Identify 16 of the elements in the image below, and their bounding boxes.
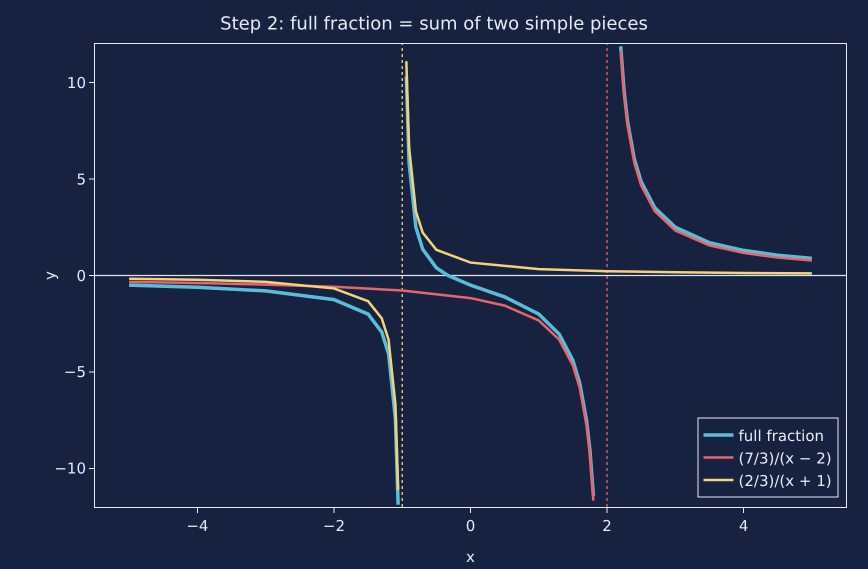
y-tick-label: 10: [66, 74, 86, 92]
legend-label: full fraction: [738, 426, 824, 445]
x-tick-label: 0: [466, 517, 476, 535]
y-tick-label: 0: [76, 266, 86, 285]
x-axis-title: x: [466, 548, 476, 566]
y-axis-title: y: [41, 270, 59, 280]
y-tick-label: 5: [76, 170, 86, 188]
chart-title: Step 2: full fraction = sum of two simple pieces: [220, 14, 648, 35]
legend-label: (7/3)/(x − 2): [738, 449, 832, 468]
y-tick-label: −5: [64, 363, 86, 382]
legend-label: (2/3)/(x + 1): [738, 472, 832, 490]
x-tick-label: 2: [602, 517, 612, 535]
x-tick-label: 4: [738, 517, 748, 535]
x-tick-label: −2: [322, 517, 346, 535]
x-tick-label: −4: [186, 517, 208, 535]
y-tick-label: −10: [54, 460, 86, 478]
